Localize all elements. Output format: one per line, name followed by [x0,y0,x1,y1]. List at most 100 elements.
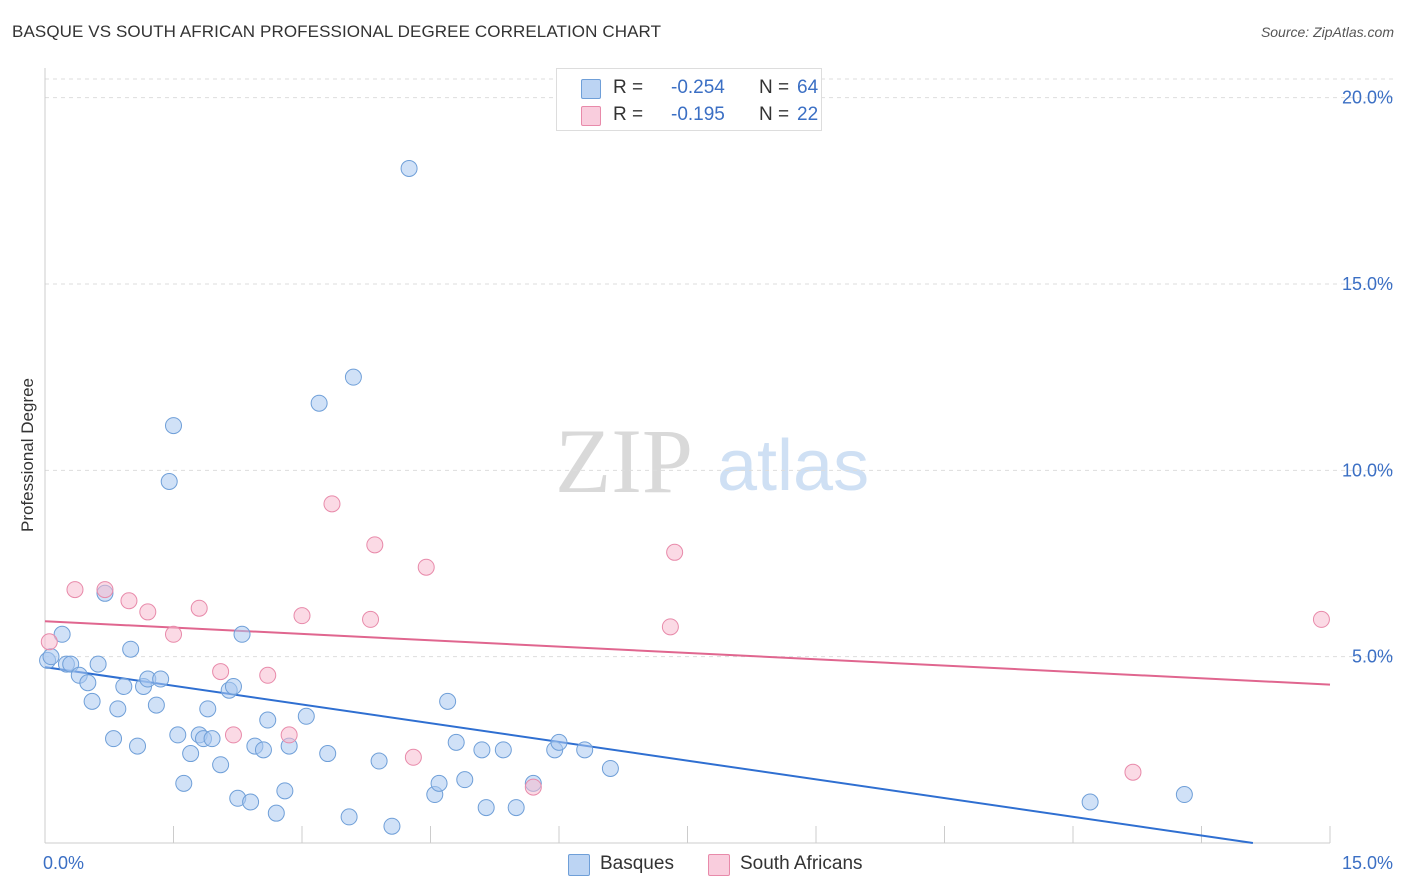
basques-point [224,677,242,695]
y-tick-label: 10.0% [1342,460,1393,480]
basques-point [477,799,495,817]
basques-point [160,472,178,490]
south-africans-point [212,663,230,681]
basques-point [259,711,277,729]
basques-point [494,741,512,759]
basques-point [550,733,568,751]
basques-point [53,625,71,643]
basques-point [1081,793,1099,811]
n-label: N = [759,104,790,125]
x-tick-label: 15.0% [1342,853,1393,873]
basques-point [310,394,328,412]
basques-point [297,707,315,725]
tick-labels: 5.0% 10.0% 15.0% 20.0% 0.0% 15.0% [43,88,1393,873]
south-africans-point [66,581,84,599]
grid-lines [45,78,1393,658]
basques-point [430,774,448,792]
r-label: R = [613,104,644,125]
trend-line-basques [44,666,1254,844]
basques-point [507,799,525,817]
data-points [39,159,1330,835]
trend-lines [44,620,1331,844]
basques-point [1175,786,1193,804]
south-africans-point [224,726,242,744]
basques-point [370,752,388,770]
south-africans-point [280,726,298,744]
watermark-atlas: atlas [717,426,869,506]
axes [44,68,1331,844]
basques-point [147,696,165,714]
basques-point [576,741,594,759]
basques-point [267,804,285,822]
source-label: Source: ZipAtlas.com [1260,24,1394,40]
basques-point [42,648,60,666]
basques-point [439,692,457,710]
basques-point [344,368,362,386]
south-africans-point [366,536,384,554]
x-tick-label: 0.0% [43,853,84,873]
basques-point [129,737,147,755]
basques-point [109,700,127,718]
basques-point [105,730,123,748]
correlation-legend: R = -0.254 N = 64 R = -0.195 N = 22 [556,68,822,131]
south-africans-point [259,666,277,684]
south-africans-point [666,543,684,561]
basques-swatch [581,79,601,99]
south-africans-point [417,558,435,576]
basques-point [169,726,187,744]
basques-point [115,677,133,695]
chart-title: BASQUE VS SOUTH AFRICAN PROFESSIONAL DEG… [12,22,662,41]
basques-point [473,741,491,759]
basques-point [182,745,200,763]
watermark-zip: ZIP [555,410,693,512]
basques-point [400,159,418,177]
south-africans-point [1124,763,1142,781]
south-africans-point [120,592,138,610]
watermark: ZIP atlas [555,410,869,512]
basques-point [199,700,217,718]
trend-line-south-africans [44,620,1331,686]
n-value-south-africans: 22 [797,104,819,125]
y-tick-label: 15.0% [1342,274,1393,294]
n-value-basques: 64 [797,77,819,98]
basques-point [152,670,170,688]
n-label: N = [759,77,790,98]
basques-point [89,655,107,673]
basques-point [456,771,474,789]
south-africans-point [524,778,542,796]
basques-point [601,759,619,777]
y-tick-label: 5.0% [1352,647,1393,667]
basques-point [122,640,140,658]
basques-point [83,692,101,710]
basques-point [242,793,260,811]
south-africans-point [139,603,157,621]
basques-point [62,655,80,673]
basques-point [212,756,230,774]
basques-point [203,730,221,748]
r-label: R = [613,77,644,98]
south-africans-point [96,581,114,599]
south-africans-point [293,607,311,625]
r-value-basques: -0.254 [671,77,725,98]
basques-point [254,741,272,759]
basques-point [276,782,294,800]
south-africans-point [661,618,679,636]
south-africans-point [40,633,58,651]
r-value-south-africans: -0.195 [671,104,725,125]
legend-label-south-africans: South Africans [740,853,863,874]
south-africans-point [165,625,182,643]
basques-point [79,674,97,692]
south-africans-point [1312,610,1330,628]
south-africans-swatch [581,106,601,126]
south-africans-point [404,748,422,766]
south-africans-point [323,495,341,513]
legend-label-basques: Basques [600,853,674,874]
basques-point [233,625,251,643]
basques-point [175,774,193,792]
basques-swatch [568,854,590,876]
south-africans-point [362,610,380,628]
basques-point [165,417,182,435]
basques-point [319,745,337,763]
south-africans-swatch [708,854,730,876]
